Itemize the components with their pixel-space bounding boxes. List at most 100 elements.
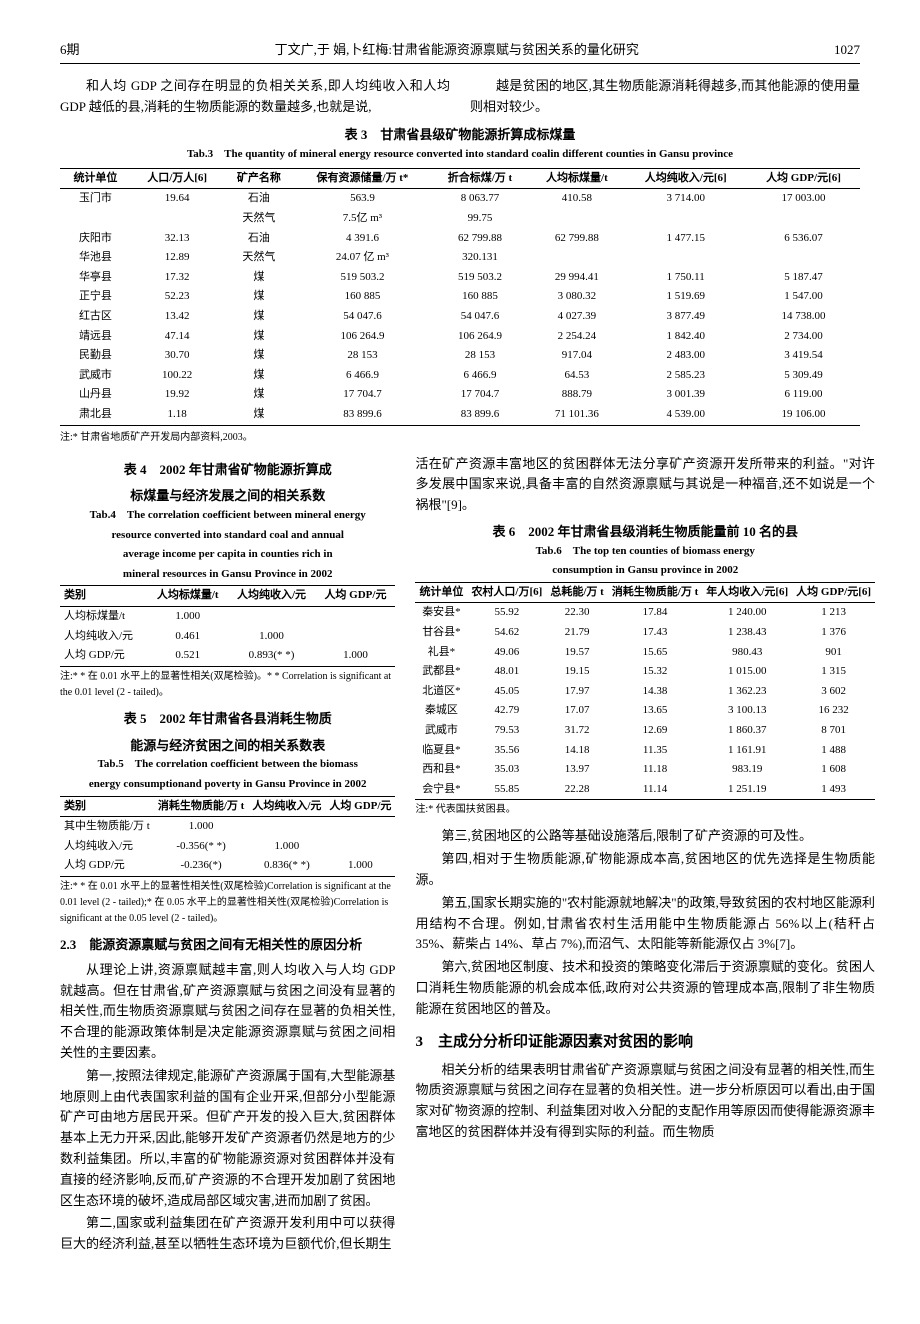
tab6-h5: 人均 GDP/元[6] [792, 582, 875, 603]
table-row: 天然气7.5亿 m³99.75 [60, 209, 860, 229]
table-cell: 天然气 [223, 248, 294, 268]
table-cell: 1 251.19 [702, 780, 792, 800]
tab4-h3: 人均 GDP/元 [315, 586, 395, 607]
table-cell: 17.84 [608, 603, 702, 623]
table-cell: 秦安县* [415, 603, 467, 623]
table-cell: 煤 [223, 366, 294, 386]
table-cell: 13.97 [546, 760, 607, 780]
tab4-cn1: 表 4 2002 年甘肃省矿物能源折算成 [60, 460, 395, 481]
tab4-en4: mineral resources in Gansu Province in 2… [60, 566, 395, 584]
table-cell: 石油 [223, 229, 294, 249]
table-cell: 武威市 [60, 366, 131, 386]
intro-right: 越是贫困的地区,其生物质能源消耗得越多,而其他能源的使用量则相对较少。 [470, 76, 860, 118]
table-cell: 52.23 [131, 287, 224, 307]
rbody-p2: 第三,贫困地区的公路等基础设施落后,限制了矿产资源的可及性。 [415, 826, 875, 847]
tab4-head: 类别 人均标煤量/t 人均纯收入/元 人均 GDP/元 [60, 586, 395, 607]
sec23-p3: 第二,国家或利益集团在矿产资源开发利用中可以获得巨大的经济利益,甚至以牺牲生态环… [60, 1213, 395, 1255]
table-cell: 西和县* [415, 760, 467, 780]
table-cell: 肃北县 [60, 405, 131, 425]
table-cell: 6 466.9 [294, 366, 430, 386]
table-row: 人均 GDP/元-0.236(*)0.836(* *)1.000 [60, 856, 395, 876]
tab3-h6: 人均纯收入/元[6] [624, 168, 747, 189]
table-cell: 1 493 [792, 780, 875, 800]
table-row: 会宁县*55.8522.2811.141 251.191 493 [415, 780, 875, 800]
tab6-en2: consumption in Gansu province in 2002 [415, 562, 875, 580]
table-cell [315, 627, 395, 647]
tab5-h2: 人均纯收入/元 [248, 796, 325, 817]
table-cell: 2 483.00 [624, 346, 747, 366]
table-cell: 华池县 [60, 248, 131, 268]
table-cell: 靖远县 [60, 327, 131, 347]
table-cell: 15.65 [608, 643, 702, 663]
table-cell: 1 315 [792, 662, 875, 682]
table-cell: 17 704.7 [431, 385, 530, 405]
rbody-p3: 第四,相对于生物质能源,矿物能源成本高,贫困地区的优先选择是生物质能源。 [415, 849, 875, 891]
table-cell: 1.18 [131, 405, 224, 425]
tab4-h1: 人均标煤量/t [148, 586, 228, 607]
table-row: 华池县12.89天然气24.07 亿 m³320.131 [60, 248, 860, 268]
table-cell: 54 047.6 [294, 307, 430, 327]
table-cell: -0.356(* *) [154, 837, 248, 857]
table-cell: 6 536.07 [747, 229, 860, 249]
rbody-p5: 第六,贫困地区制度、技术和投资的策略变化滞后于资源禀赋的变化。贫困人口消耗生物质… [415, 957, 875, 1019]
tab6: 统计单位 农村人口/万[6] 总耗能/万 t 消耗生物质能/万 t 年人均收入/… [415, 582, 875, 801]
tab3-h0: 统计单位 [60, 168, 131, 189]
table-cell: 901 [792, 643, 875, 663]
table-row: 武威市79.5331.7212.691 860.378 701 [415, 721, 875, 741]
table-cell: 28 153 [294, 346, 430, 366]
table-cell: 35.56 [467, 741, 546, 761]
table-cell: 19.57 [546, 643, 607, 663]
table-cell: 22.30 [546, 603, 607, 623]
table-cell [325, 837, 395, 857]
tab6-head: 统计单位 农村人口/万[6] 总耗能/万 t 消耗生物质能/万 t 年人均收入/… [415, 582, 875, 603]
table-row: 西和县*35.0313.9711.18983.191 608 [415, 760, 875, 780]
table-cell: 华亭县 [60, 268, 131, 288]
tab4-en1: Tab.4 The correlation coefficient betwee… [60, 507, 395, 525]
table-cell: 83 899.6 [294, 405, 430, 425]
table-cell: 煤 [223, 405, 294, 425]
table-cell: 160 885 [431, 287, 530, 307]
table-cell [228, 607, 316, 627]
tab5-en2: energy consumptionand poverty in Gansu P… [60, 776, 395, 794]
table-cell: 0.836(* *) [248, 856, 325, 876]
table-cell: 54.62 [467, 623, 546, 643]
table-row: 秦城区42.7917.0713.653 100.1316 232 [415, 701, 875, 721]
table-cell: 1 376 [792, 623, 875, 643]
table-cell: 3 714.00 [624, 189, 747, 209]
table-cell: 42.79 [467, 701, 546, 721]
table-cell: 22.28 [546, 780, 607, 800]
table-cell: 55.85 [467, 780, 546, 800]
table-cell: 15.32 [608, 662, 702, 682]
tab6-en1: Tab.6 The top ten counties of biomass en… [415, 543, 875, 561]
table-cell: 11.18 [608, 760, 702, 780]
table-cell: 47.14 [131, 327, 224, 347]
page-header: 6期 丁文广,于 娟,卜红梅:甘肃省能源资源禀赋与贫困关系的量化研究 1027 [60, 40, 860, 64]
tab4-h0: 类别 [60, 586, 148, 607]
table-cell [131, 209, 224, 229]
table-cell: 玉门市 [60, 189, 131, 209]
table-row: 山丹县19.92煤17 704.717 704.7888.793 001.396… [60, 385, 860, 405]
table-cell: 红古区 [60, 307, 131, 327]
table-cell: 917.04 [529, 346, 624, 366]
table-cell [747, 209, 860, 229]
rcol-p1: 活在矿产资源丰富地区的贫困群体无法分享矿产资源开发所带来的利益。"对许多发展中国… [415, 454, 875, 516]
table-cell: 17.07 [546, 701, 607, 721]
table-cell: 45.05 [467, 682, 546, 702]
table-cell: 3 100.13 [702, 701, 792, 721]
tab3-note: 注:* 甘肃省地质矿产开发局内部资料,2003。 [60, 430, 860, 446]
table-cell [60, 209, 131, 229]
tab6-h2: 总耗能/万 t [546, 582, 607, 603]
table-cell: 83 899.6 [431, 405, 530, 425]
table-cell: 980.43 [702, 643, 792, 663]
table-cell: 19.64 [131, 189, 224, 209]
table-cell: 160 885 [294, 287, 430, 307]
tab3-h5: 人均标煤量/t [529, 168, 624, 189]
table-cell: 3 877.49 [624, 307, 747, 327]
table-cell: 煤 [223, 327, 294, 347]
table-cell: 3 602 [792, 682, 875, 702]
table-cell: 4 027.39 [529, 307, 624, 327]
table-cell: 人均 GDP/元 [60, 856, 154, 876]
table-row: 甘谷县*54.6221.7917.431 238.431 376 [415, 623, 875, 643]
table-cell: 1 608 [792, 760, 875, 780]
table-cell: 71 101.36 [529, 405, 624, 425]
